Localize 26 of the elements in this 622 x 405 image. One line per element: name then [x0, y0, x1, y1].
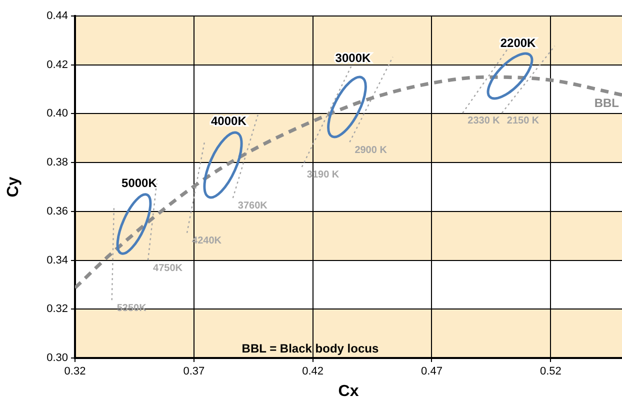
x-tick-label: 0.47: [421, 366, 442, 378]
series-label: 2330 K: [468, 116, 501, 127]
y-tick-label: 0.40: [46, 108, 68, 120]
y-tick-label: 0.30: [46, 352, 68, 364]
y-tick-label: 0.38: [46, 156, 68, 169]
series-label: 2150 K: [506, 116, 540, 127]
y-tick-label: 0.34: [46, 254, 68, 266]
x-tick-label: 0.52: [540, 366, 562, 378]
annotation: BBL = Black body locus: [242, 341, 379, 356]
series-label: 3760K: [238, 200, 268, 212]
x-tick-label: 0.42: [302, 366, 324, 378]
series-label: 2900 K: [354, 144, 388, 156]
y-tick-label: 0.42: [46, 58, 68, 71]
annotation: 5000K: [122, 176, 158, 190]
x-tick-label: 0.37: [183, 366, 205, 378]
annotation: 4000K: [211, 114, 247, 128]
y-tick-label: 0.44: [46, 10, 68, 22]
x-tick-label: 0.32: [64, 366, 86, 378]
x-axis-title: Cx: [338, 382, 359, 400]
series-label: 4750K: [153, 262, 184, 274]
y-axis-title: Cy: [5, 176, 22, 198]
series-label: BBL: [594, 96, 619, 110]
annotation: 3000K: [335, 50, 371, 65]
y-tick-label: 0.32: [46, 303, 68, 316]
annotation: 2200K: [500, 36, 536, 50]
y-tick-label: 0.36: [46, 205, 68, 218]
